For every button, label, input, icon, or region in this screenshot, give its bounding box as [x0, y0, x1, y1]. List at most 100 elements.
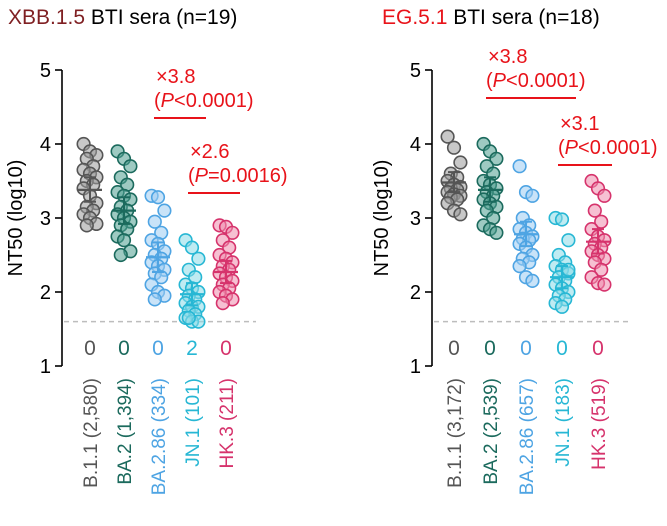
p-prefix: (	[558, 137, 565, 159]
p-letter: P	[161, 90, 175, 112]
below-limit-count: 0	[118, 337, 130, 360]
category-group: 0 BA.2.86 (334)	[144, 188, 172, 495]
category-label: BA.2.86 (334)	[149, 378, 170, 495]
comparison-annotation: ×3.8(P<0.0001)	[154, 66, 254, 119]
y-tick-label: 3	[410, 208, 421, 230]
below-limit-count: 0	[592, 337, 604, 360]
category-group: 0 HK.3 (211)	[212, 218, 240, 468]
p-letter: P	[565, 137, 579, 159]
category-group: 2 JN.1 (101)	[178, 233, 206, 467]
category-group: 0 B.1.1 (3,172)	[440, 129, 468, 488]
p-value-label: (P<0.0001)	[154, 90, 254, 112]
data-point	[594, 262, 609, 277]
category-label: B.1.1 (2,580)	[81, 378, 102, 488]
below-limit-count: 0	[448, 337, 460, 360]
p-letter: P	[195, 165, 209, 187]
y-tick-label: 4	[410, 134, 421, 156]
category-group: 0 HK.3 (519)	[584, 173, 612, 470]
below-limit-count: 0	[484, 337, 496, 360]
data-point	[181, 310, 196, 326]
title-variant: EG.5.1	[382, 6, 447, 29]
comparison-annotation: ×3.8(P<0.0001)	[486, 46, 586, 99]
panel-xbb15: XBB.1.5 BTI sera (n=19) 1 2 3 4 5 NT50 (log10)…	[5, 6, 288, 495]
data-point	[147, 292, 162, 307]
data-point	[150, 190, 166, 205]
below-limit-count: 0	[556, 337, 568, 360]
category-label: HK.3 (211)	[217, 378, 238, 468]
comparison-annotation: ×2.6(P=0.0016)	[188, 141, 288, 194]
data-point	[79, 218, 94, 233]
y-tick-label: 2	[40, 282, 51, 304]
data-point	[489, 151, 504, 166]
data-point	[184, 240, 200, 255]
y-tick-label: 3	[40, 208, 51, 230]
category-label: BA.2 (1,394)	[115, 378, 136, 485]
p-value: <0.0001)	[578, 137, 658, 159]
y-tick-label: 1	[40, 356, 51, 378]
title-text: BTI sera (n=18)	[447, 6, 599, 29]
fold-change-label: ×3.8	[156, 66, 195, 88]
category-label: JN.1 (101)	[183, 378, 204, 467]
data-point	[512, 159, 527, 174]
y-tick-label: 2	[410, 282, 421, 304]
title-text: BTI sera (n=19)	[85, 6, 237, 29]
data-point	[116, 233, 132, 248]
y-axis-label: NT50 (log10)	[371, 160, 393, 277]
p-value: <0.0001)	[174, 90, 254, 112]
data-point	[554, 299, 570, 314]
y-tick-label: 5	[410, 60, 421, 82]
y-tick-label: 5	[40, 60, 51, 82]
data-point	[113, 247, 128, 263]
category-group: 0 BA.2 (1,394)	[110, 144, 138, 485]
panel-title: XBB.1.5 BTI sera (n=19)	[8, 6, 237, 29]
data-point	[123, 159, 138, 174]
data-point	[525, 273, 540, 289]
y-tick-label: 1	[410, 356, 421, 378]
data-point	[225, 225, 240, 240]
below-limit-count: 0	[520, 337, 532, 360]
y-axis-label: NT50 (log10)	[5, 160, 27, 277]
data-point	[594, 214, 609, 229]
category-group: 0 BA.2.86 (657)	[512, 159, 540, 495]
category-label: JN.1 (183)	[553, 378, 574, 467]
below-limit-count: 0	[220, 337, 232, 360]
data-point	[453, 207, 468, 222]
category-group: 0 BA.2 (2,539)	[476, 136, 504, 485]
data-point	[597, 277, 612, 292]
below-limit-count: 0	[152, 337, 164, 360]
data-point	[446, 140, 462, 155]
p-value-label: (P<0.0001)	[486, 70, 586, 92]
data-point	[525, 188, 540, 203]
data-point	[561, 233, 576, 248]
p-value-label: (P=0.0016)	[188, 165, 288, 187]
panel-eg51: EG.5.1 BTI sera (n=18) 1 2 3 4 5 NT50 (log10) 0…	[371, 6, 658, 495]
data-point	[215, 296, 230, 311]
fold-change-label: ×2.6	[190, 141, 229, 163]
below-limit-count: 0	[84, 337, 96, 360]
p-value-label: (P<0.0001)	[558, 137, 658, 159]
data-point	[489, 225, 504, 240]
p-value: <0.0001)	[506, 70, 586, 92]
fold-change-label: ×3.8	[488, 46, 527, 68]
data-point	[147, 214, 162, 229]
data-point	[157, 203, 172, 218]
data-point	[597, 188, 612, 203]
data-point	[554, 212, 570, 227]
panel-title: EG.5.1 BTI sera (n=18)	[382, 6, 600, 29]
category-group: 0 B.1.1 (2,580)	[76, 136, 104, 488]
title-variant: XBB.1.5	[8, 6, 85, 29]
data-point	[440, 129, 455, 144]
data-point	[154, 270, 169, 285]
category-group: 0 JN.1 (183)	[548, 210, 576, 467]
data-point	[453, 155, 468, 170]
p-prefix: (	[486, 70, 493, 92]
data-point	[191, 251, 206, 266]
below-limit-count: 2	[186, 337, 198, 360]
category-label: HK.3 (519)	[589, 378, 610, 470]
p-prefix: (	[188, 165, 195, 187]
fold-change-label: ×3.1	[560, 113, 599, 135]
comparison-annotation: ×3.1(P<0.0001)	[558, 113, 658, 166]
category-label: B.1.1 (3,172)	[445, 378, 466, 488]
data-point	[587, 203, 602, 218]
